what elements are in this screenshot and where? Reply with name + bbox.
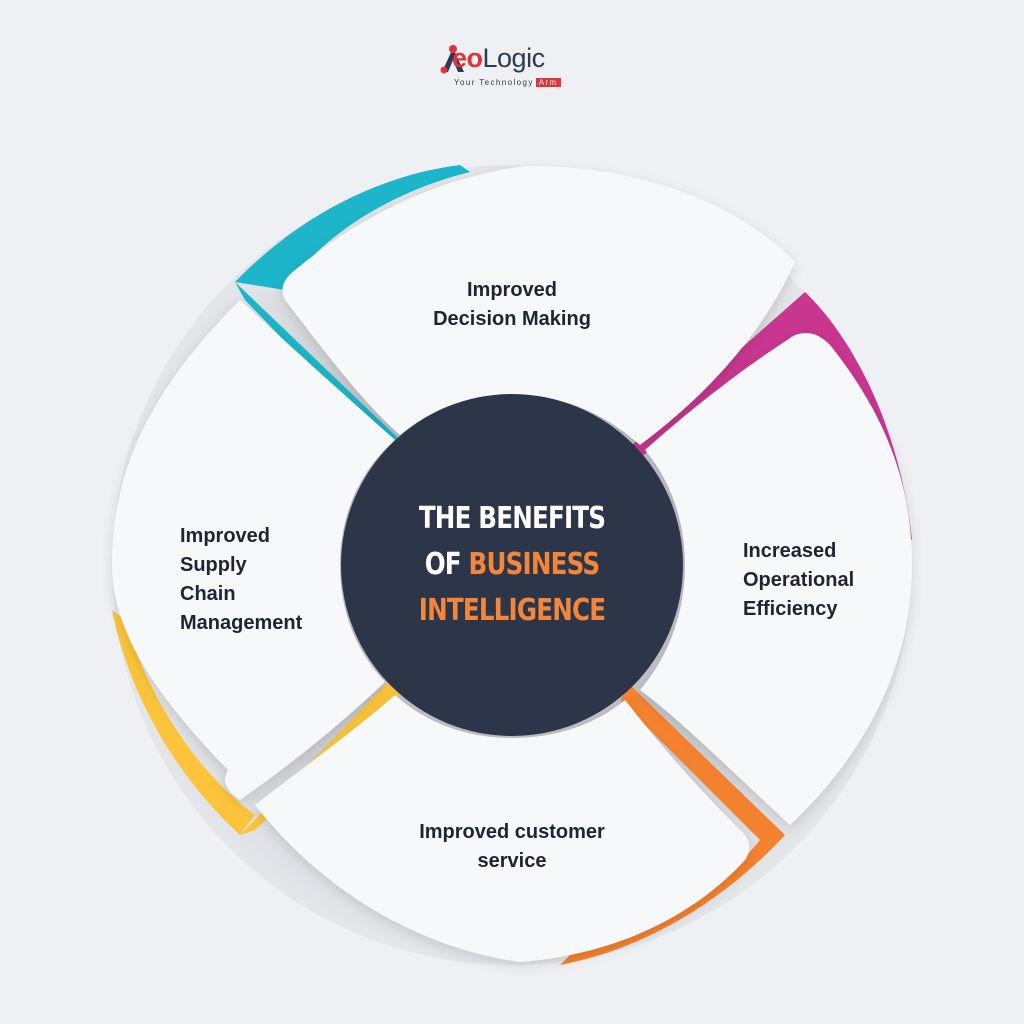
logo-wordmark: eoLogic bbox=[452, 38, 545, 78]
label-supply-chain-line2: Supply bbox=[180, 554, 247, 576]
logo-mark-icon bbox=[440, 45, 464, 74]
label-customer-service-line1: Improved customer bbox=[419, 821, 605, 843]
center-disc bbox=[341, 394, 683, 736]
label-operational-efficiency-line1: Increased bbox=[743, 540, 837, 562]
label-supply-chain-line1: Improved bbox=[180, 525, 271, 547]
center-title-line2: OF BUSINESS bbox=[425, 542, 600, 588]
segment-left bbox=[112, 300, 395, 800]
label-supply-chain-line4: Management bbox=[180, 612, 303, 634]
accent-arc-teal bbox=[235, 165, 470, 290]
logo-text-logic: Logic bbox=[482, 43, 546, 73]
accent-arc-yellow bbox=[112, 610, 255, 835]
label-operational-efficiency: Increased Operational Efficiency bbox=[743, 537, 893, 624]
label-operational-efficiency-line3: Efficiency bbox=[743, 598, 838, 620]
label-supply-chain-line3: Chain bbox=[180, 583, 236, 605]
logo-tagline-accent: Arm bbox=[535, 78, 561, 87]
center-title-intelligence: INTELLIGENCE bbox=[418, 593, 606, 628]
segment-bottom bbox=[255, 695, 750, 962]
label-decision-making-line2: Decision Making bbox=[433, 308, 591, 330]
center-title-line1: THE BENEFITS bbox=[418, 501, 606, 536]
label-decision-making: Improved Decision Making bbox=[400, 276, 624, 334]
label-customer-service-line2: service bbox=[477, 850, 547, 872]
center-title-of: OF bbox=[424, 547, 462, 582]
label-decision-making-line1: Improved bbox=[466, 279, 558, 301]
center-title: THE BENEFITS OF BUSINESS INTELLIGENCE bbox=[373, 395, 652, 735]
center-title-business: BUSINESS bbox=[468, 547, 601, 582]
accent-arc-teal-tail bbox=[235, 282, 400, 445]
logo-text-eo: eo bbox=[452, 43, 483, 73]
segment-top bbox=[282, 165, 796, 445]
segment-right bbox=[640, 333, 912, 825]
accent-arc-orange-tail bbox=[620, 685, 785, 845]
brand-logo: eoLogic Your Technology Arm bbox=[440, 38, 590, 94]
logo-tagline-text: Your Technology bbox=[454, 78, 534, 87]
label-supply-chain: Improved Supply Chain Management bbox=[180, 522, 340, 638]
logo-tagline: Your Technology Arm bbox=[454, 78, 561, 87]
label-operational-efficiency-line2: Operational bbox=[743, 569, 855, 591]
label-customer-service: Improved customer service bbox=[392, 818, 632, 876]
